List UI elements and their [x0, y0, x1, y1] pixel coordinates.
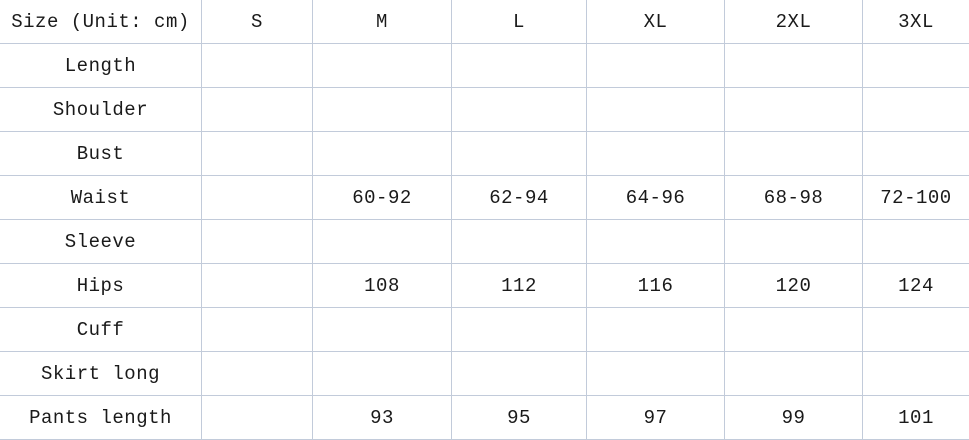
- value-cell: 68-98: [725, 176, 863, 220]
- value-cell: [725, 132, 863, 176]
- value-cell: 62-94: [452, 176, 587, 220]
- row-label-cell: Cuff: [0, 308, 202, 352]
- value-cell: [452, 308, 587, 352]
- row-label-cell: Pants length: [0, 396, 202, 440]
- value-cell: 72-100: [863, 176, 969, 220]
- value-cell: [202, 308, 313, 352]
- value-cell: [313, 44, 452, 88]
- value-cell: [725, 44, 863, 88]
- value-cell: [202, 352, 313, 396]
- row-label-cell: Skirt long: [0, 352, 202, 396]
- value-cell: [863, 220, 969, 264]
- value-cell: 60-92: [313, 176, 452, 220]
- value-cell: 108: [313, 264, 452, 308]
- value-cell: [587, 220, 725, 264]
- value-cell: [202, 264, 313, 308]
- value-cell: [313, 220, 452, 264]
- value-cell: 120: [725, 264, 863, 308]
- column-header-cell: M: [313, 0, 452, 44]
- value-cell: [725, 220, 863, 264]
- value-cell: [202, 396, 313, 440]
- column-header-cell: 2XL: [725, 0, 863, 44]
- value-cell: [863, 308, 969, 352]
- value-cell: [725, 88, 863, 132]
- value-cell: [863, 44, 969, 88]
- value-cell: 112: [452, 264, 587, 308]
- value-cell: [587, 88, 725, 132]
- column-header-cell: L: [452, 0, 587, 44]
- value-cell: [452, 88, 587, 132]
- value-cell: [313, 352, 452, 396]
- value-cell: 124: [863, 264, 969, 308]
- value-cell: 64-96: [587, 176, 725, 220]
- value-cell: 95: [452, 396, 587, 440]
- value-cell: [587, 132, 725, 176]
- value-cell: [587, 44, 725, 88]
- value-cell: [202, 132, 313, 176]
- value-cell: [452, 220, 587, 264]
- value-cell: [313, 308, 452, 352]
- value-cell: [725, 352, 863, 396]
- row-label-cell: Shoulder: [0, 88, 202, 132]
- value-cell: [202, 88, 313, 132]
- value-cell: 99: [725, 396, 863, 440]
- row-label-cell: Hips: [0, 264, 202, 308]
- value-cell: [202, 220, 313, 264]
- value-cell: [725, 308, 863, 352]
- value-cell: 116: [587, 264, 725, 308]
- value-cell: [202, 44, 313, 88]
- row-label-cell: Length: [0, 44, 202, 88]
- column-header-cell: S: [202, 0, 313, 44]
- value-cell: [863, 352, 969, 396]
- value-cell: [452, 352, 587, 396]
- value-cell: [587, 308, 725, 352]
- value-cell: [587, 352, 725, 396]
- column-header-cell: 3XL: [863, 0, 969, 44]
- size-unit-header-cell: Size (Unit: cm): [0, 0, 202, 44]
- value-cell: 101: [863, 396, 969, 440]
- value-cell: 97: [587, 396, 725, 440]
- value-cell: [313, 88, 452, 132]
- value-cell: [313, 132, 452, 176]
- column-header-cell: XL: [587, 0, 725, 44]
- row-label-cell: Bust: [0, 132, 202, 176]
- row-label-cell: Waist: [0, 176, 202, 220]
- value-cell: [452, 132, 587, 176]
- value-cell: [202, 176, 313, 220]
- value-cell: 93: [313, 396, 452, 440]
- row-label-cell: Sleeve: [0, 220, 202, 264]
- value-cell: [452, 44, 587, 88]
- value-cell: [863, 88, 969, 132]
- value-cell: [863, 132, 969, 176]
